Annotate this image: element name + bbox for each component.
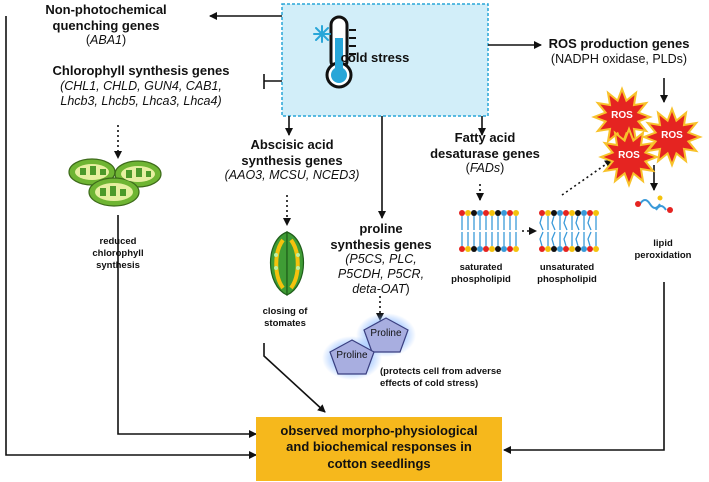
ros-genes-block: ROS production genes (NADPH oxidase, PLD…: [530, 36, 708, 67]
aba-effect: closing of stomates: [262, 306, 308, 329]
fad-title-1: Fatty acid: [454, 130, 516, 145]
npq-title-2: quenching genes: [52, 17, 160, 33]
fad-block: Fatty acid desaturase genes (FADs): [420, 130, 550, 176]
line-npq-to-result: [5, 16, 257, 459]
chloroplast-icons: [68, 158, 162, 207]
line-chl-to-result: [117, 215, 257, 438]
chl-title: Chlorophyll synthesis genes: [52, 63, 230, 78]
proline-title-1: proline: [359, 221, 403, 236]
aba-block: Abscisic acid synthesis genes (AAO3, MCS…: [222, 137, 362, 183]
proline-note: (protects cell from adverse effects of c…: [380, 366, 502, 389]
ros-burst-3-label: ROS: [618, 150, 640, 161]
ros-burst-2-label: ROS: [661, 130, 683, 141]
aba-genes: (AAO3, MCSU, NCED3): [224, 168, 360, 183]
chl-block: Chlorophyll synthesis genes (CHL1, CHLD,…: [20, 63, 262, 109]
aba-title-1: Abscisic acid: [250, 137, 334, 152]
line-ros-to-result: [503, 282, 665, 454]
saturated-label: saturated phospholipid: [451, 262, 511, 285]
cold-stress-box: [281, 3, 489, 117]
chl-effect: reduced chlorophyll synthesis: [92, 236, 144, 271]
thermometer-icon: [325, 15, 356, 89]
saturated-membrane: [459, 210, 519, 252]
unsaturated-label: unsaturated phospholipid: [537, 262, 597, 285]
inhibit-to-chlorophyll: [263, 74, 282, 89]
unsaturated-membrane: [539, 210, 599, 252]
ros-title: ROS production genes: [548, 36, 690, 51]
npq-title-1: Non-photochemical: [45, 2, 167, 17]
stomate-icon: [269, 231, 305, 296]
ros-burst-1-label: ROS: [611, 110, 633, 121]
proline-molecules: [322, 313, 416, 380]
cold-stress-label: cold stress: [340, 50, 410, 65]
line-stomate-to-result: [263, 343, 326, 413]
ros-bursts: [591, 86, 703, 188]
proline-block: proline synthesis genes (P5CS, PLC, P5CD…: [318, 221, 444, 297]
result-text: observed morpho-physiological and bioche…: [280, 423, 478, 471]
ros-genes: (NADPH oxidase, PLDs): [550, 51, 688, 66]
snowflake-icon: [313, 25, 331, 43]
chl-genes-1: (CHL1, CHLD, GUN4, CAB1,: [60, 78, 222, 93]
proline-molecule-1: Proline: [370, 328, 402, 339]
proline-molecule-2: Proline: [336, 350, 368, 361]
lipid-peroxidation-icon: [635, 195, 673, 213]
fad-title-2: desaturase genes: [430, 145, 540, 161]
npq-block: Non-photochemical quenching genes (ABA1): [6, 2, 206, 48]
ros-effect: lipid peroxidation: [634, 238, 692, 261]
aba-title-2: synthesis genes: [241, 152, 343, 168]
dotted-arrow-to-ros: [561, 159, 613, 196]
fad-genes: (FADs): [465, 161, 505, 176]
result-box: [256, 417, 502, 481]
chl-genes-2: Lhcb3, Lhcb5, Lhca3, Lhca4): [60, 93, 222, 108]
npq-genes: (ABA1): [85, 33, 127, 48]
proline-title-2: synthesis genes: [330, 236, 432, 252]
